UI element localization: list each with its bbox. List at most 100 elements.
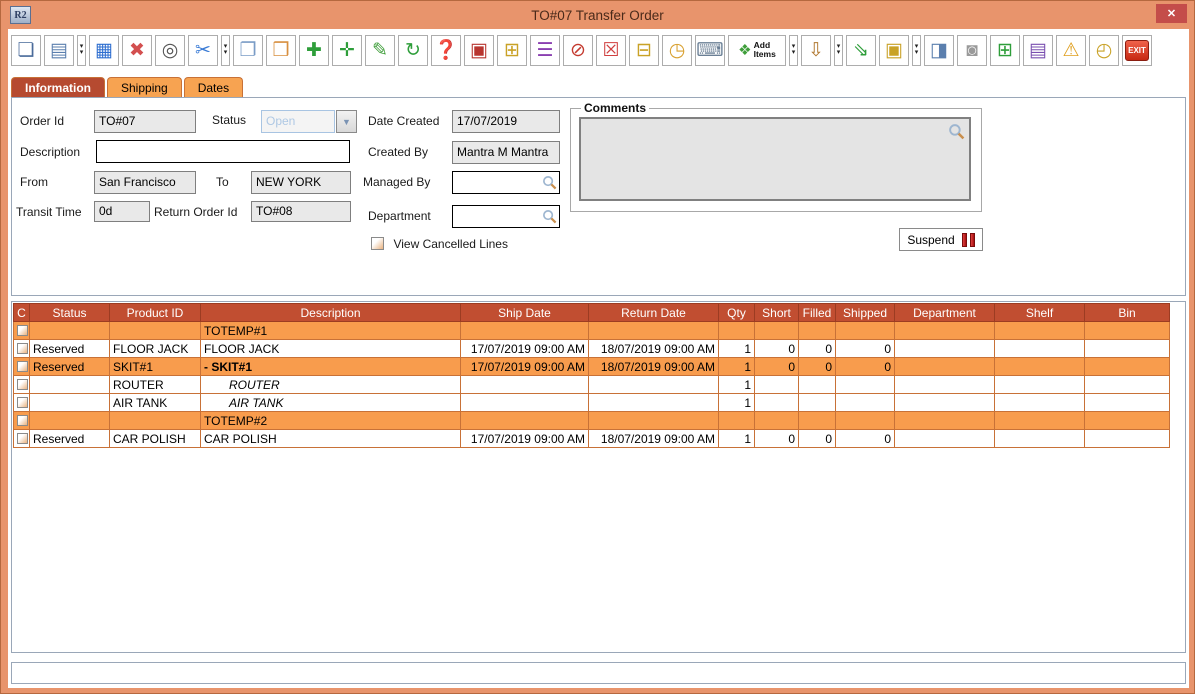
add-items-button[interactable]: ❖ Add Items bbox=[728, 34, 786, 66]
from-label: From bbox=[20, 175, 48, 189]
add-multiple-lines-button[interactable]: ✛ bbox=[332, 34, 362, 66]
alerts-button[interactable]: ⚠ bbox=[1056, 34, 1086, 66]
remove-document-button[interactable]: ☒ bbox=[596, 34, 626, 66]
line-item-row[interactable]: AIR TANK AIR TANK 1 bbox=[13, 393, 1170, 412]
row-checkbox[interactable] bbox=[17, 324, 28, 336]
to-field: NEW YORK bbox=[251, 171, 351, 194]
column-header-short[interactable]: Short bbox=[754, 303, 799, 322]
refresh-button[interactable]: ↻ bbox=[398, 34, 428, 66]
close-button[interactable]: ✕ bbox=[1156, 4, 1187, 23]
search-icon[interactable] bbox=[542, 209, 557, 224]
schedule-notes-button[interactable]: ◴ bbox=[1089, 34, 1119, 66]
ship-button[interactable]: ▣ bbox=[879, 34, 909, 66]
edit-notes-button[interactable]: ✎ bbox=[365, 34, 395, 66]
column-header-ship-date[interactable]: Ship Date bbox=[460, 303, 589, 322]
line-item-row[interactable]: TOTEMP#1 bbox=[13, 321, 1170, 340]
created-by-label: Created By bbox=[368, 145, 429, 159]
chevron-down-icon[interactable]: ▼ bbox=[336, 110, 357, 133]
camera-disabled-button[interactable]: ◙ bbox=[957, 34, 987, 66]
cut-button[interactable]: ✂ bbox=[188, 34, 218, 66]
transfer-receipt-button[interactable]: ⊞ bbox=[990, 34, 1020, 66]
column-header-status[interactable]: Status bbox=[29, 303, 110, 322]
cut-button-dropdown[interactable]: ▾ ▾ bbox=[221, 34, 230, 66]
floppy-disk-icon: ▦ bbox=[95, 39, 113, 61]
find-button[interactable]: ◎ bbox=[155, 34, 185, 66]
new-document-icon: ❏ bbox=[17, 39, 35, 61]
column-header-shelf[interactable]: Shelf bbox=[994, 303, 1085, 322]
document-icon: ▤ bbox=[1029, 39, 1047, 61]
search-icon[interactable] bbox=[948, 123, 965, 140]
row-checkbox[interactable] bbox=[17, 414, 28, 426]
column-header-product-id[interactable]: Product ID bbox=[109, 303, 201, 322]
app-logo-icon: R2 bbox=[10, 6, 31, 24]
row-checkbox[interactable] bbox=[17, 360, 28, 372]
status-value: Open bbox=[261, 110, 335, 133]
date-created-field: 17/07/2019 bbox=[452, 110, 560, 133]
department-label: Department bbox=[368, 209, 431, 223]
column-header-shipped[interactable]: Shipped bbox=[835, 303, 895, 322]
row-checkbox[interactable] bbox=[17, 432, 28, 444]
paste-button[interactable]: ❒ bbox=[266, 34, 296, 66]
tab-information[interactable]: Information bbox=[11, 77, 105, 98]
exit-button[interactable]: EXIT bbox=[1122, 34, 1152, 66]
keyboard-button[interactable]: ⌨ bbox=[695, 34, 725, 66]
notepad-pencil-icon: ✎ bbox=[372, 39, 388, 61]
row-checkbox[interactable] bbox=[17, 342, 28, 354]
line-item-row[interactable]: Reserved CAR POLISH CAR POLISH 17/07/2019 0… bbox=[13, 429, 1170, 448]
receive-items-button-dropdown[interactable]: ▾ ▾ bbox=[834, 34, 843, 66]
comments-textarea[interactable] bbox=[579, 117, 971, 201]
tab-shipping[interactable]: Shipping bbox=[107, 77, 182, 98]
item-inquiry-button[interactable]: ❓ bbox=[431, 34, 461, 66]
row-checkbox[interactable] bbox=[17, 378, 28, 390]
file-folder-icon: ⊟ bbox=[636, 39, 652, 61]
receive-items-button[interactable]: ⇩ bbox=[801, 34, 831, 66]
asset-button[interactable]: ▣ bbox=[464, 34, 494, 66]
description-input[interactable] bbox=[96, 140, 350, 163]
truck-button[interactable]: ◨ bbox=[924, 34, 954, 66]
suspend-button[interactable]: Suspend bbox=[899, 228, 983, 251]
line-item-row[interactable]: Reserved FLOOR JACK FLOOR JACK 17/07/2019 0… bbox=[13, 339, 1170, 358]
column-header-bin[interactable]: Bin bbox=[1084, 303, 1170, 322]
line-item-row[interactable]: ROUTER ROUTER 1 bbox=[13, 375, 1170, 394]
column-header-department[interactable]: Department bbox=[894, 303, 995, 322]
transfer-document-button[interactable]: ⊞ bbox=[497, 34, 527, 66]
column-header-description[interactable]: Description bbox=[200, 303, 461, 322]
view-document-button[interactable]: ▤ bbox=[1023, 34, 1053, 66]
information-tab-panel: Order Id TO#07 Status Open ▼ Date Create… bbox=[11, 97, 1186, 296]
view-cancelled-lines-checkbox[interactable] bbox=[371, 237, 384, 250]
exit-icon: EXIT bbox=[1125, 39, 1149, 61]
file-attachment-button[interactable]: ⊟ bbox=[629, 34, 659, 66]
print-button[interactable]: ▤ bbox=[44, 34, 74, 66]
managed-by-label: Managed By bbox=[363, 175, 431, 189]
search-icon[interactable] bbox=[542, 175, 557, 190]
tab-dates[interactable]: Dates bbox=[183, 77, 244, 98]
cancel-transfer-button[interactable]: ⊘ bbox=[563, 34, 593, 66]
status-dropdown[interactable]: Open ▼ bbox=[261, 110, 357, 133]
delete-button[interactable]: ✖ bbox=[122, 34, 152, 66]
receive-box-icon: ⇩ bbox=[808, 39, 824, 61]
column-header-qty[interactable]: Qty bbox=[718, 303, 755, 322]
folder-history-button[interactable]: ◷ bbox=[662, 34, 692, 66]
misc-po-button[interactable]: ☰ bbox=[530, 34, 560, 66]
column-header-filled[interactable]: Filled bbox=[798, 303, 836, 322]
managed-by-input[interactable] bbox=[452, 171, 560, 194]
department-input[interactable] bbox=[452, 205, 560, 228]
ship-button-dropdown[interactable]: ▾ ▾ bbox=[912, 34, 921, 66]
line-item-row[interactable]: TOTEMP#2 bbox=[13, 411, 1170, 430]
titlebar[interactable]: TO#07 Transfer Order R2 ✕ bbox=[1, 1, 1194, 29]
add-line-button[interactable]: ✚ bbox=[299, 34, 329, 66]
copy-button[interactable]: ❐ bbox=[233, 34, 263, 66]
column-header-return-date[interactable]: Return Date bbox=[588, 303, 719, 322]
close-icon: ✕ bbox=[1166, 8, 1177, 20]
refresh-arrows-icon: ↻ bbox=[405, 39, 421, 61]
putaway-items-button[interactable]: ⇘ bbox=[846, 34, 876, 66]
line-item-row[interactable]: Reserved SKIT#1- SKIT#1 17/07/2019 09:00 A… bbox=[13, 357, 1170, 376]
save-button[interactable]: ▦ bbox=[89, 34, 119, 66]
row-checkbox[interactable] bbox=[17, 396, 28, 408]
add-items-button-dropdown[interactable]: ▾ ▾ bbox=[789, 34, 798, 66]
scissors-icon: ✂ bbox=[195, 39, 211, 61]
new-document-button[interactable]: ❏ bbox=[11, 34, 41, 66]
print-button-dropdown[interactable]: ▾ ▾ bbox=[77, 34, 86, 66]
column-header-c[interactable]: C bbox=[13, 303, 30, 322]
department-lookup bbox=[452, 205, 560, 228]
